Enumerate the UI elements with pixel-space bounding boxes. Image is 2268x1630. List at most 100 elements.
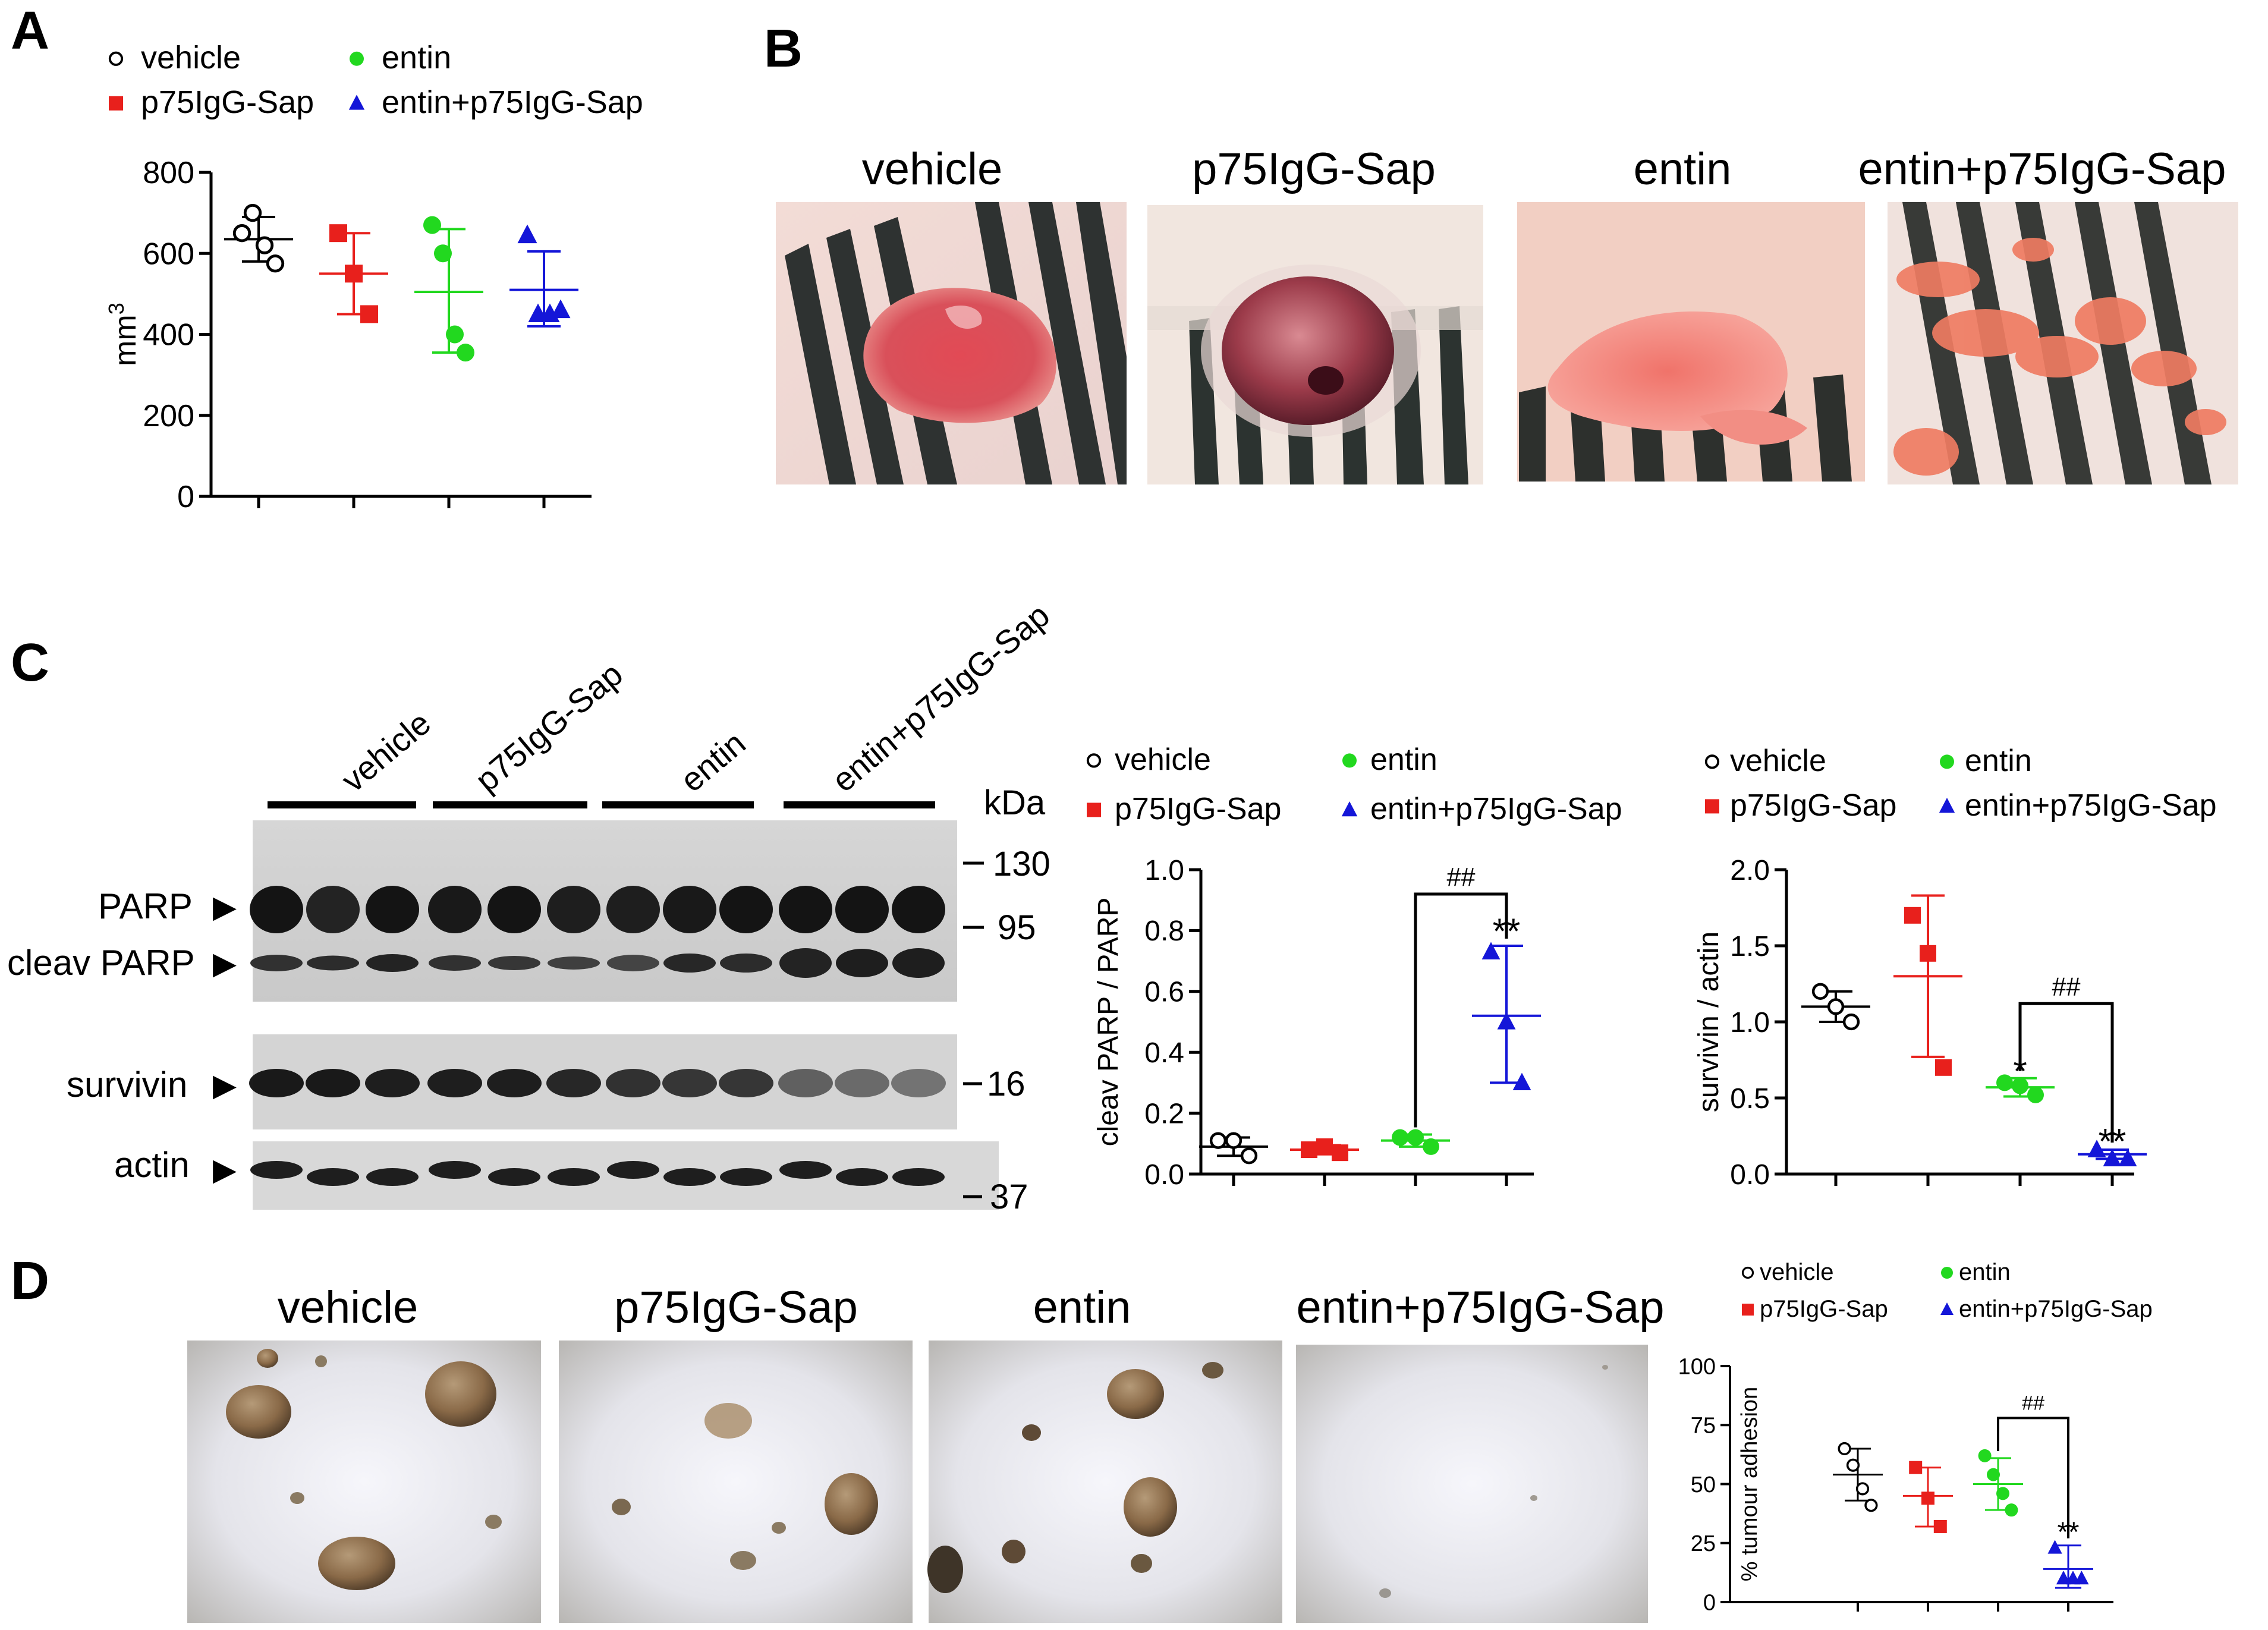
- band-parp: [779, 886, 832, 933]
- legend-marker-p75IgG-Sap: [1087, 803, 1101, 817]
- marker-130: 130: [993, 845, 1050, 883]
- data-point-p75IgG-Sap: [360, 305, 378, 323]
- data-point-vehicle: [1864, 1499, 1878, 1512]
- lane-group-bar-vehicle: [268, 801, 416, 808]
- legend-label-entin+p75IgG-Sap: entin+p75IgG-Sap: [1959, 1296, 2153, 1322]
- tumour-photo-vehicle: [776, 202, 1127, 484]
- data-point-p75IgG-Sap: [1935, 1059, 1952, 1076]
- data-point-entin+p75IgG-Sap: [1512, 1072, 1531, 1090]
- band-survivin: [249, 1069, 304, 1097]
- data-point-entin: [446, 325, 464, 344]
- data-point-vehicle: [1855, 1482, 1870, 1496]
- photo-title-entin+p75IgG-Sap: entin+p75IgG-Sap: [1858, 144, 2226, 194]
- data-point-entin+p75IgG-Sap: [2074, 1571, 2089, 1585]
- band-actin: [429, 1161, 481, 1179]
- data-point-vehicle: [1811, 983, 1829, 1000]
- legend-label-entin: entin: [382, 40, 451, 75]
- legend-marker-entin: [1941, 1267, 1953, 1279]
- tumour-photo-entin+p75IgG-Sap: [1888, 202, 2238, 484]
- data-point-entin+p75IgG-Sap: [2118, 1148, 2137, 1166]
- legend-D: vehicle entin p75IgG-Sap entin+p75IgG-Sap: [1741, 1259, 2153, 1322]
- band-arrow-survivin: ▶: [213, 1068, 237, 1103]
- legend-label-p75IgG-Sap: p75IgG-Sap: [1730, 788, 1896, 823]
- band-cleav-parp: [307, 955, 359, 971]
- band-parp: [487, 886, 541, 933]
- legend-marker-vehicle: [1741, 1266, 1754, 1279]
- survivin-bands: [249, 1069, 946, 1097]
- band-actin: [836, 1168, 888, 1186]
- band-arrow-cleav-parp: ▶: [213, 946, 237, 981]
- y-axis-label: % tumour adhesion: [1737, 1387, 1762, 1581]
- data-point-entin+p75IgG-Sap: [551, 299, 571, 319]
- band-survivin: [891, 1069, 946, 1097]
- band-parp: [835, 886, 889, 933]
- legend-label-p75IgG-Sap: p75IgG-Sap: [1115, 792, 1281, 826]
- legend-marker-entin+p75IgG-Sap: [1341, 801, 1358, 817]
- adhesion-title-vehicle: vehicle: [278, 1282, 419, 1333]
- data-point-p75IgG-Sap: [1332, 1144, 1348, 1162]
- band-cleav-parp: [429, 955, 481, 971]
- significance-label: **: [2099, 1121, 2127, 1161]
- y-axis-label: survivin / actin: [1693, 932, 1725, 1112]
- band-cleav-parp: [607, 955, 659, 971]
- photo-title-entin: entin: [1634, 144, 1732, 194]
- legend-label-entin+p75IgG-Sap: entin+p75IgG-Sap: [1370, 792, 1622, 826]
- data-point-entin+p75IgG-Sap: [2103, 1148, 2122, 1166]
- legend-label-p75IgG-Sap: p75IgG-Sap: [1760, 1296, 1888, 1322]
- band-survivin: [306, 1069, 360, 1097]
- band-cleav-parp: [488, 956, 540, 970]
- band-actin: [250, 1161, 303, 1179]
- legend-marker-vehicle: [1704, 754, 1720, 769]
- y-tick-label: 2.0: [1730, 855, 1770, 886]
- blot-lane-label-entin: entin: [673, 724, 753, 799]
- legend-marker-p75IgG-Sap: [1705, 799, 1719, 814]
- y-tick-label: 600: [143, 237, 194, 271]
- blot-lane-label-p75IgG-Sap: p75IgG-Sap: [468, 655, 630, 799]
- chart-tumour-adhesion: 0 25 50 75 100 % tumour adhesion ## **: [1678, 1354, 2113, 1615]
- data-point-p75IgG-Sap: [1909, 1461, 1923, 1474]
- band-parp: [250, 886, 303, 933]
- significance-label: *: [2013, 1052, 2027, 1091]
- data-point-entin: [1996, 1487, 2009, 1500]
- marker-37: 37: [990, 1178, 1028, 1216]
- y-tick-label: 800: [143, 156, 194, 190]
- legend-label-entin+p75IgG-Sap: entin+p75IgG-Sap: [1965, 788, 2217, 823]
- marker-95: 95: [998, 908, 1036, 947]
- band-actin: [892, 1168, 945, 1186]
- adhesion-photo-p75IgG-Sap: [559, 1340, 913, 1623]
- panel-c-blot: vehicle p75IgG-Sap entin entin+p75IgG-Sa…: [7, 596, 1056, 1216]
- data-point-vehicle: [1838, 1442, 1851, 1456]
- band-cleav-parp: [250, 955, 303, 971]
- y-tick-label: 1.5: [1730, 931, 1770, 962]
- legend-C-parp: vehicle entin p75IgG-Sap entin+p75IgG-Sap: [1086, 742, 1622, 826]
- band-cleav-parp: [892, 948, 945, 978]
- data-point-entin: [434, 244, 452, 263]
- data-point-vehicle: [1827, 998, 1845, 1015]
- band-actin: [488, 1168, 540, 1186]
- data-point-entin: [2027, 1086, 2044, 1103]
- data-point-entin+p75IgG-Sap: [517, 224, 537, 244]
- tumour-photo-p75IgG-Sap: [1147, 205, 1483, 484]
- legend-label-entin: entin: [1959, 1259, 2011, 1285]
- data-point-vehicle: [1842, 1013, 1860, 1031]
- actin-bands: [250, 1161, 945, 1186]
- y-tick-label: 0: [1703, 1590, 1716, 1615]
- data-point-entin+p75IgG-Sap: [2056, 1571, 2071, 1585]
- data-point-p75IgG-Sap: [329, 224, 347, 243]
- adhesion-title-p75IgG-Sap: p75IgG-Sap: [614, 1282, 858, 1333]
- band-cleav-parp: [663, 954, 716, 973]
- band-survivin: [606, 1069, 660, 1097]
- y-tick-label: 25: [1691, 1531, 1716, 1556]
- band-survivin: [487, 1069, 542, 1097]
- adhesion-title-entin+p75IgG-Sap: entin+p75IgG-Sap: [1296, 1282, 1664, 1333]
- data-point-vehicle: [255, 236, 274, 254]
- legend-A: vehicle entin p75IgG-Sap entin+p75IgG-Sap: [108, 40, 643, 120]
- legend-marker-p75IgG-Sap: [109, 96, 123, 111]
- band-parp: [606, 886, 660, 933]
- data-point-p75IgG-Sap: [1316, 1138, 1333, 1155]
- y-tick-label: 200: [143, 399, 194, 433]
- band-parp: [719, 886, 773, 933]
- y-tick-label: 0.6: [1144, 977, 1184, 1008]
- legend-label-vehicle: vehicle: [141, 40, 241, 75]
